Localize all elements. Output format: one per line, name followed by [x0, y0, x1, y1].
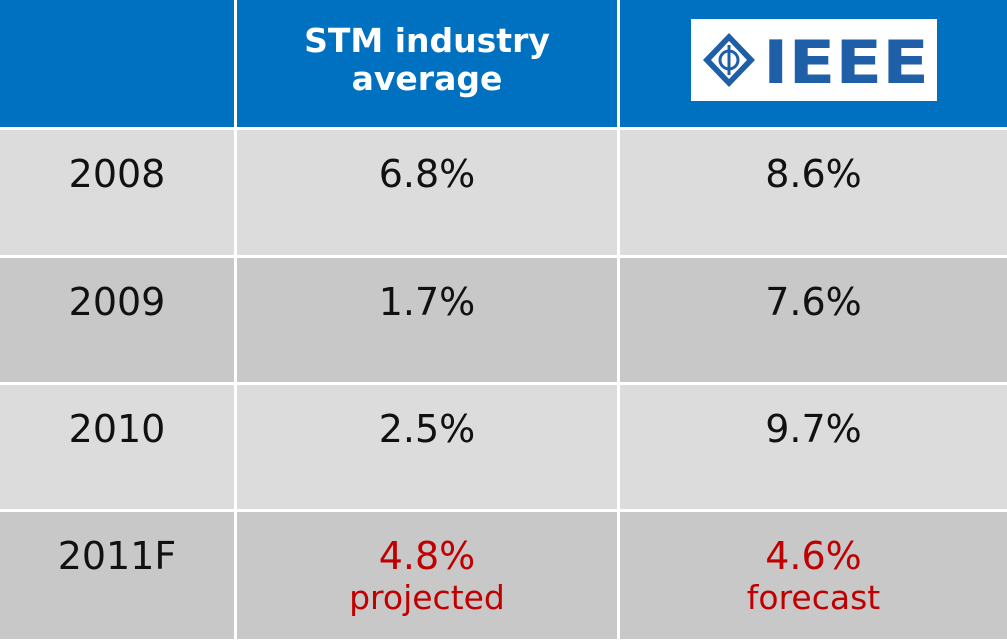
value: 7.6%	[765, 280, 862, 324]
value-cell: 7.6%	[620, 258, 1007, 385]
logo-text: IEEE	[763, 28, 929, 98]
note: projected	[349, 578, 505, 617]
header-stm: STM industry average	[237, 0, 620, 130]
value: 4.8%	[378, 534, 476, 578]
value: 8.6%	[765, 152, 862, 196]
value-cell: 9.7%	[620, 385, 1007, 512]
row-label: 2008	[0, 130, 237, 258]
row-label: 2009	[0, 258, 237, 385]
value-cell: 4.6% forecast	[620, 512, 1007, 642]
header-ieee: IEEE	[620, 0, 1007, 130]
header-blank	[0, 0, 237, 130]
ieee-logo: IEEE	[690, 19, 937, 101]
value: 9.7%	[765, 407, 862, 451]
value: 4.6%	[765, 534, 862, 578]
value-cell: 8.6%	[620, 130, 1007, 258]
header-text: STM industry average	[304, 21, 550, 98]
value-cell: 2.5%	[237, 385, 620, 512]
value: 2.5%	[378, 407, 476, 451]
value-cell: 4.8% projected	[237, 512, 620, 642]
row-label: 2011F	[0, 512, 237, 642]
note: forecast	[746, 578, 881, 617]
row-label: 2010	[0, 385, 237, 512]
value-cell: 1.7%	[237, 258, 620, 385]
value: 1.7%	[378, 280, 476, 324]
value: 6.8%	[378, 152, 476, 196]
value-cell: 6.8%	[237, 130, 620, 258]
